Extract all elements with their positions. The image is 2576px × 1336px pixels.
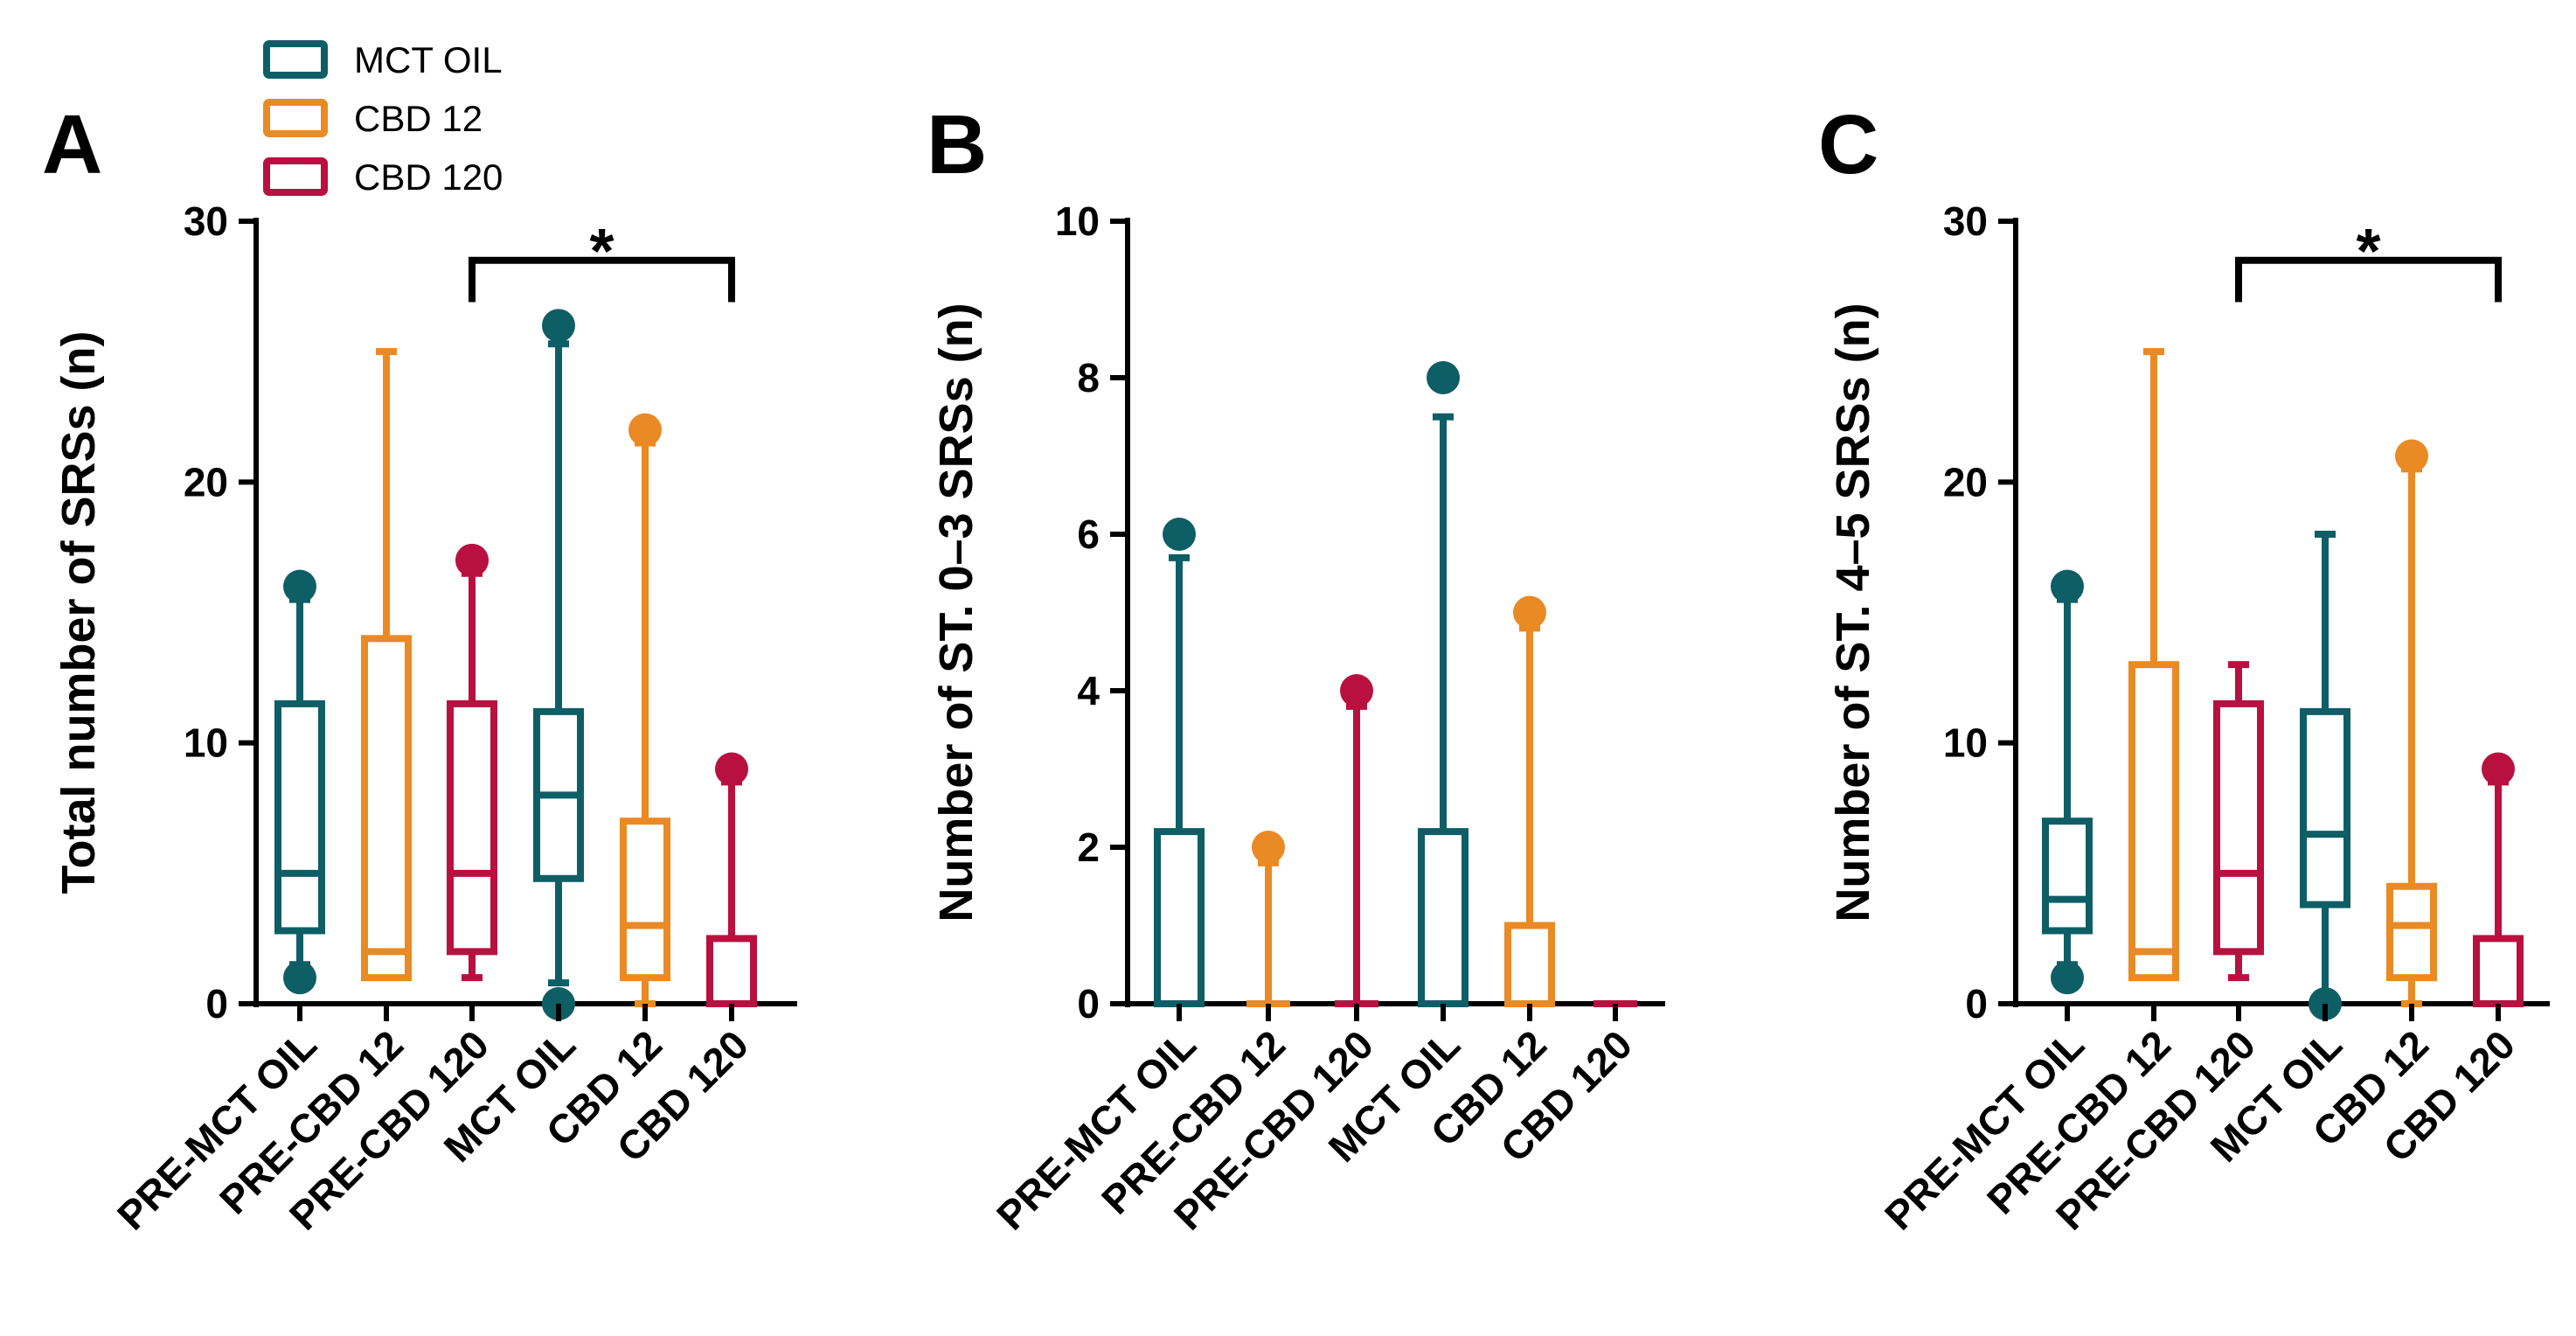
box-body <box>2473 935 2524 1007</box>
outlier-point <box>542 309 575 343</box>
outlier-point <box>628 413 662 447</box>
box-body <box>620 818 670 982</box>
significance-star: * <box>2356 217 2380 287</box>
y-tick-label: 0 <box>1965 981 1988 1026</box>
y-tick-label: 30 <box>1943 198 1988 244</box>
box-pre-mct-oil <box>274 569 325 995</box>
outlier-point <box>1340 674 1373 707</box>
y-tick-label: 30 <box>184 198 228 244</box>
outlier-point <box>1513 595 1546 630</box>
box-pre-cbd-120 <box>447 543 497 982</box>
legend: MCT OIL CBD 12 CBD 120 <box>263 39 503 198</box>
legend-swatch-0 <box>263 40 328 79</box>
box-mct-oil <box>2300 531 2350 1020</box>
box-body <box>447 699 497 956</box>
significance-star: * <box>589 217 614 287</box>
y-tick-label: 8 <box>1077 355 1100 400</box>
box-pre-cbd-12 <box>361 348 412 982</box>
box-body <box>274 699 325 935</box>
box-body <box>2386 882 2437 982</box>
panel-letter-A: A <box>42 98 102 191</box>
box-body <box>2300 707 2350 908</box>
box-pre-cbd-120 <box>2213 661 2264 982</box>
box-pre-mct-oil <box>1154 518 1205 1007</box>
y-tick-label: 6 <box>1077 511 1100 557</box>
box-cbd-120 <box>2473 752 2524 1007</box>
outlier-point <box>715 752 748 786</box>
panel-letter-B: B <box>927 98 987 191</box>
outlier-point <box>1163 518 1196 551</box>
box-pre-mct-oil <box>2042 569 2093 995</box>
box-body <box>2042 818 2093 935</box>
box-body <box>361 635 412 982</box>
panel-letter-C: C <box>1818 98 1878 191</box>
legend-label-2: CBD 120 <box>354 157 503 198</box>
y-tick-label: 10 <box>1943 720 1988 766</box>
box-mct-oil <box>533 309 584 1020</box>
y-tick-label: 0 <box>1077 981 1100 1026</box>
box-mct-oil <box>1418 361 1469 1007</box>
box-body <box>2128 661 2179 982</box>
significance-bracket <box>469 256 735 303</box>
box-body <box>1418 828 1469 1007</box>
significance-bracket <box>2235 256 2502 303</box>
box-cbd-120 <box>706 752 757 1007</box>
box-body <box>706 935 757 1007</box>
box-pre-cbd-12 <box>2128 348 2179 982</box>
box-cbd-12 <box>1504 595 1555 1007</box>
y-tick-label: 4 <box>1077 668 1100 713</box>
box-body <box>1504 922 1555 1007</box>
outlier-point <box>283 961 316 995</box>
box-body <box>2213 699 2264 956</box>
outlier-point <box>2482 752 2515 786</box>
box-body <box>1154 828 1205 1007</box>
y-tick-label: 20 <box>1943 459 1988 504</box>
outlier-point <box>2051 961 2084 995</box>
box-cbd-12 <box>620 413 670 1007</box>
outlier-point <box>1427 361 1460 394</box>
y-tick-label: 10 <box>1055 198 1100 244</box>
y-tick-label: 0 <box>205 981 228 1026</box>
legend-swatch-2 <box>263 157 328 196</box>
y-axis-title: Number of ST. 4–5 SRSs (n) <box>1827 303 1879 922</box>
y-tick-label: 10 <box>184 720 228 766</box>
legend-label-0: MCT OIL <box>354 39 503 80</box>
y-tick-label: 2 <box>1077 825 1100 870</box>
outlier-point <box>1252 831 1285 864</box>
box-pre-cbd-12 <box>1246 831 1290 1007</box>
outlier-point <box>283 569 316 603</box>
outlier-point <box>2051 569 2084 603</box>
outlier-point <box>2395 439 2428 473</box>
y-axis-title: Number of ST. 0–3 SRSs (n) <box>930 303 982 922</box>
box-cbd-12 <box>2386 439 2437 1007</box>
legend-swatch-1 <box>263 99 328 137</box>
y-axis-title: Total number of SRSs (n) <box>52 331 105 894</box>
y-tick-label: 20 <box>184 459 228 504</box>
box-pre-cbd-120 <box>1335 674 1378 1007</box>
outlier-point <box>455 543 489 577</box>
legend-label-1: CBD 12 <box>354 98 483 139</box>
